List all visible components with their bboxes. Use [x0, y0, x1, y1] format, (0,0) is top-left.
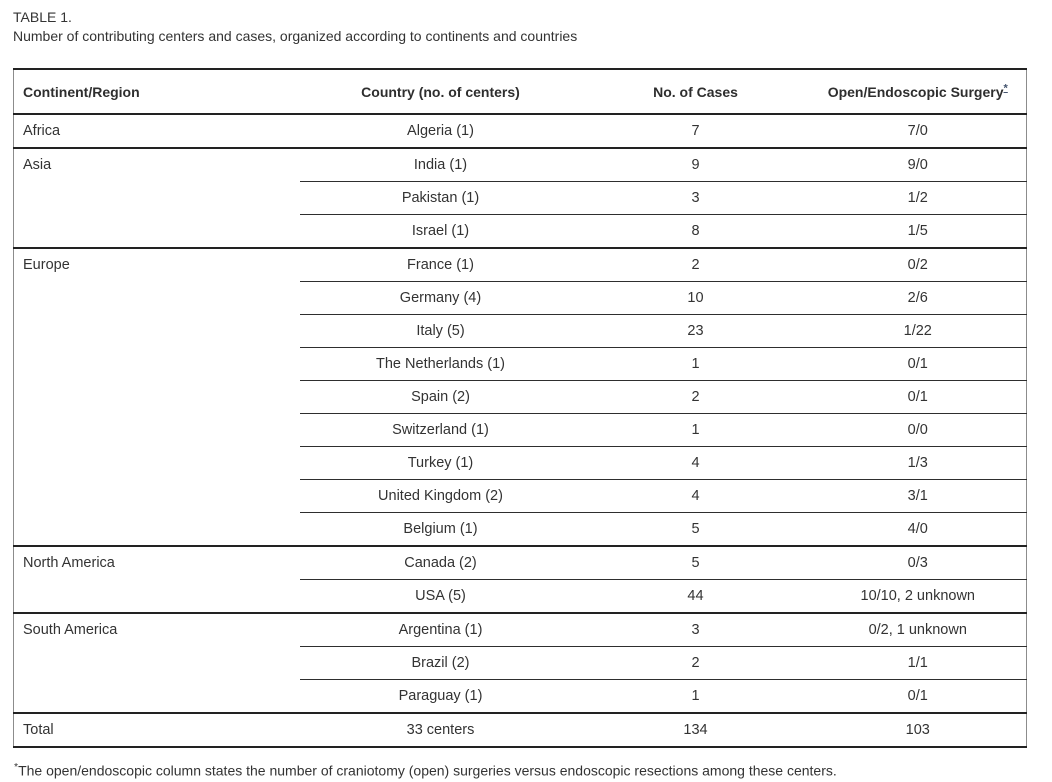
- surgery-cell: 1/5: [809, 214, 1027, 248]
- table-row: Switzerland (1) 1 0/0: [14, 413, 1027, 447]
- country-cell: Italy (5): [299, 314, 582, 348]
- cases-cell: 10: [581, 281, 810, 315]
- country-cell: The Netherlands (1): [299, 347, 582, 381]
- footnote-marker: *: [14, 761, 19, 773]
- country-cell: USA (5): [299, 579, 582, 613]
- table-row: USA (5) 44 10/10, 2 unknown: [14, 579, 1027, 613]
- cases-cell: 23: [581, 314, 810, 348]
- country-cell: Algeria (1): [299, 113, 582, 148]
- header-row: Continent/Region Country (no. of centers…: [13, 69, 1027, 115]
- table-row: United Kingdom (2) 4 3/1: [14, 479, 1027, 513]
- continent-cell: North America: [13, 545, 300, 613]
- table-label: TABLE 1.: [13, 9, 72, 25]
- table-row: Asia India (1) 9 9/0: [13, 147, 1027, 248]
- table-row: Spain (2) 2 0/1: [14, 380, 1027, 414]
- surgery-cell: 0/3: [809, 545, 1027, 580]
- country-cell: Germany (4): [299, 281, 582, 315]
- cases-cell: 4: [581, 446, 810, 480]
- table-row: Brazil (2) 2 1/1: [14, 646, 1027, 680]
- table-row: Europe France (1) 2 0/2: [13, 247, 1027, 546]
- cases-cell: 3: [581, 612, 810, 647]
- surgery-cell: 0/1: [809, 380, 1027, 414]
- cases-cell: 2: [581, 646, 810, 680]
- surgery-cell: 9/0: [809, 147, 1027, 182]
- contributing-centers-table: Continent/Region Country (no. of centers…: [13, 68, 1027, 748]
- surgery-cell: 0/2, 1 unknown: [809, 612, 1027, 647]
- table-body: Africa Algeria (1) 7 7/0 Asia India (1) 9 9/0 Pa…: [13, 113, 1027, 747]
- footnote-asterisk-link[interactable]: *: [1003, 82, 1008, 95]
- cases-cell: 3: [581, 181, 810, 215]
- country-cell: Paraguay (1): [299, 679, 582, 713]
- table-row: Italy (5) 23 1/22: [14, 314, 1027, 348]
- footnote-text: The open/endoscopic column states the nu…: [18, 762, 837, 779]
- total-row: Total 33 centers 134 103: [13, 712, 1027, 747]
- table-row: Africa Algeria (1) 7 7/0: [13, 113, 1027, 148]
- table-caption: Number of contributing centers and cases…: [13, 28, 578, 44]
- continent-cell: South America: [13, 612, 300, 713]
- surgery-cell: 10/10, 2 unknown: [809, 579, 1027, 613]
- country-cell: Spain (2): [299, 380, 582, 414]
- country-cell: Turkey (1): [299, 446, 582, 480]
- header-continent: Continent/Region: [13, 69, 300, 115]
- country-cell: Brazil (2): [299, 646, 582, 680]
- country-cell: India (1): [299, 147, 582, 182]
- table-row: Paraguay (1) 1 0/1: [14, 679, 1027, 713]
- cases-cell: 134: [581, 712, 810, 747]
- surgery-cell: 2/6: [809, 281, 1027, 315]
- table-row: North America Canada (2) 5 0/3: [13, 545, 1027, 613]
- country-cell: Pakistan (1): [299, 181, 582, 215]
- surgery-cell: 0/2: [809, 247, 1027, 282]
- table-row: South America Argentina (1) 3 0/2, 1 unknow…: [13, 612, 1027, 713]
- surgery-cell: 3/1: [809, 479, 1027, 513]
- country-cell: Canada (2): [299, 545, 582, 580]
- surgery-cell: 4/0: [809, 512, 1027, 546]
- cases-cell: 2: [581, 380, 810, 414]
- surgery-cell: 1/3: [809, 446, 1027, 480]
- table-header: Continent/Region Country (no. of centers…: [13, 69, 1027, 115]
- surgery-cell: 103: [809, 712, 1027, 747]
- cases-cell: 1: [581, 679, 810, 713]
- cases-cell: 5: [581, 545, 810, 580]
- cases-cell: 44: [581, 579, 810, 613]
- surgery-cell: 1/2: [809, 181, 1027, 215]
- cases-cell: 1: [581, 413, 810, 447]
- surgery-cell: 0/0: [809, 413, 1027, 447]
- continent-cell: Total: [13, 712, 300, 747]
- continent-cell: Europe: [13, 247, 300, 546]
- header-cases: No. of Cases: [581, 69, 810, 115]
- table-row: Pakistan (1) 3 1/2: [14, 181, 1027, 215]
- table-row: Germany (4) 10 2/6: [14, 281, 1027, 315]
- header-country: Country (no. of centers): [299, 69, 582, 115]
- surgery-cell: 0/1: [809, 679, 1027, 713]
- country-cell: Argentina (1): [299, 612, 582, 647]
- continent-cell: Africa: [13, 113, 300, 148]
- surgery-cell: 1/22: [809, 314, 1027, 348]
- table-footnote: *The open/endoscopic column states the n…: [13, 761, 1040, 779]
- cases-cell: 9: [581, 147, 810, 182]
- header-surgery-label: Open/Endoscopic Surgery: [827, 84, 1004, 100]
- surgery-cell: 7/0: [809, 113, 1027, 148]
- cases-cell: 2: [581, 247, 810, 282]
- continent-cell: Asia: [13, 147, 300, 248]
- country-cell: Belgium (1): [299, 512, 582, 546]
- cases-cell: 5: [581, 512, 810, 546]
- surgery-cell: 0/1: [809, 347, 1027, 381]
- country-cell: France (1): [299, 247, 582, 282]
- table-title-block: TABLE 1. Number of contributing centers …: [13, 8, 1040, 46]
- country-cell: Israel (1): [299, 214, 582, 248]
- table-row: Turkey (1) 4 1/3: [14, 446, 1027, 480]
- cases-cell: 7: [581, 113, 810, 148]
- cases-cell: 1: [581, 347, 810, 381]
- country-cell: Switzerland (1): [299, 413, 582, 447]
- country-cell: 33 centers: [299, 712, 582, 747]
- table-row: Israel (1) 8 1/5: [14, 214, 1027, 248]
- table-row: The Netherlands (1) 1 0/1: [14, 347, 1027, 381]
- cases-cell: 4: [581, 479, 810, 513]
- cases-cell: 8: [581, 214, 810, 248]
- table-row: Belgium (1) 5 4/0: [14, 512, 1027, 546]
- header-surgery: Open/Endoscopic Surgery*: [809, 69, 1027, 115]
- country-cell: United Kingdom (2): [299, 479, 582, 513]
- surgery-cell: 1/1: [809, 646, 1027, 680]
